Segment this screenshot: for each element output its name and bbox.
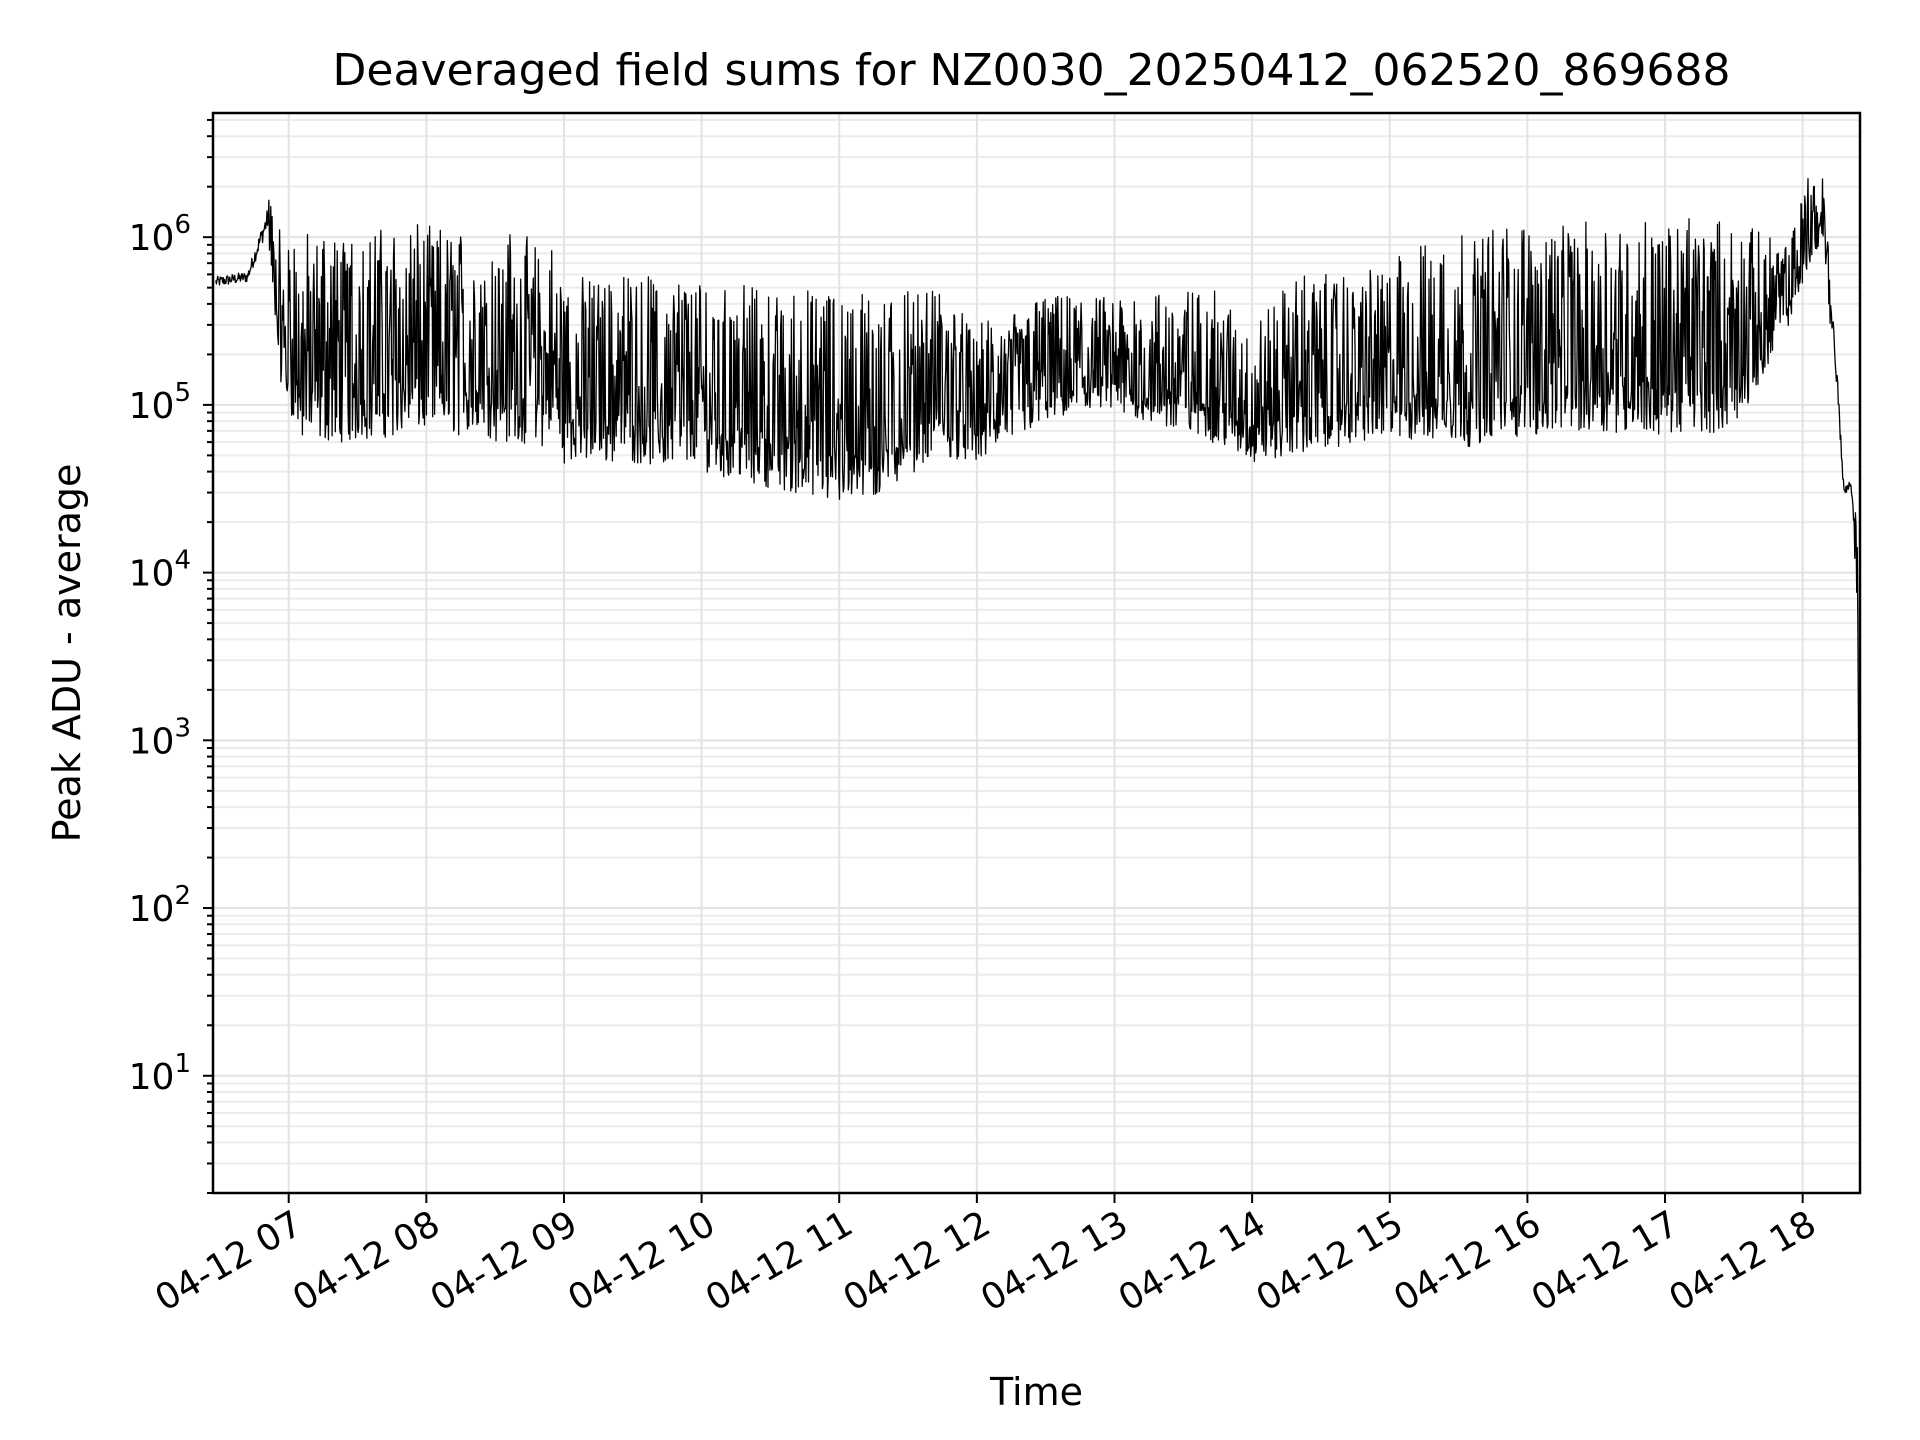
y-tick-exponent: 2 [174,881,191,911]
y-axis-label: Peak ADU - average [45,464,89,843]
y-tick-label: 101 [129,1049,191,1098]
y-tick-label: 102 [129,881,191,930]
y-tick-base: 10 [129,1057,175,1098]
chart-title: Deaveraged field sums for NZ0030_2025041… [333,45,1731,96]
y-tick-exponent: 5 [174,378,191,408]
y-tick-exponent: 6 [174,210,191,240]
y-tick-label: 104 [129,546,191,595]
y-tick-base: 10 [129,889,175,930]
y-tick-base: 10 [129,386,175,427]
series-line [215,178,1860,1143]
x-axis-label: Time [989,1370,1083,1414]
plot-frame [211,111,1862,1195]
y-tick-exponent: 1 [174,1049,191,1079]
y-tick-label: 105 [129,378,191,427]
y-tick-label: 106 [129,210,191,259]
y-tick-exponent: 3 [174,713,191,743]
y-tick-exponent: 4 [174,546,191,576]
y-tick-label: 103 [129,713,191,762]
y-tick-base: 10 [129,218,175,259]
y-tick-base: 10 [129,554,175,595]
series-layer [215,178,1860,1143]
y-tick-base: 10 [129,721,175,762]
grid [213,113,1860,1194]
